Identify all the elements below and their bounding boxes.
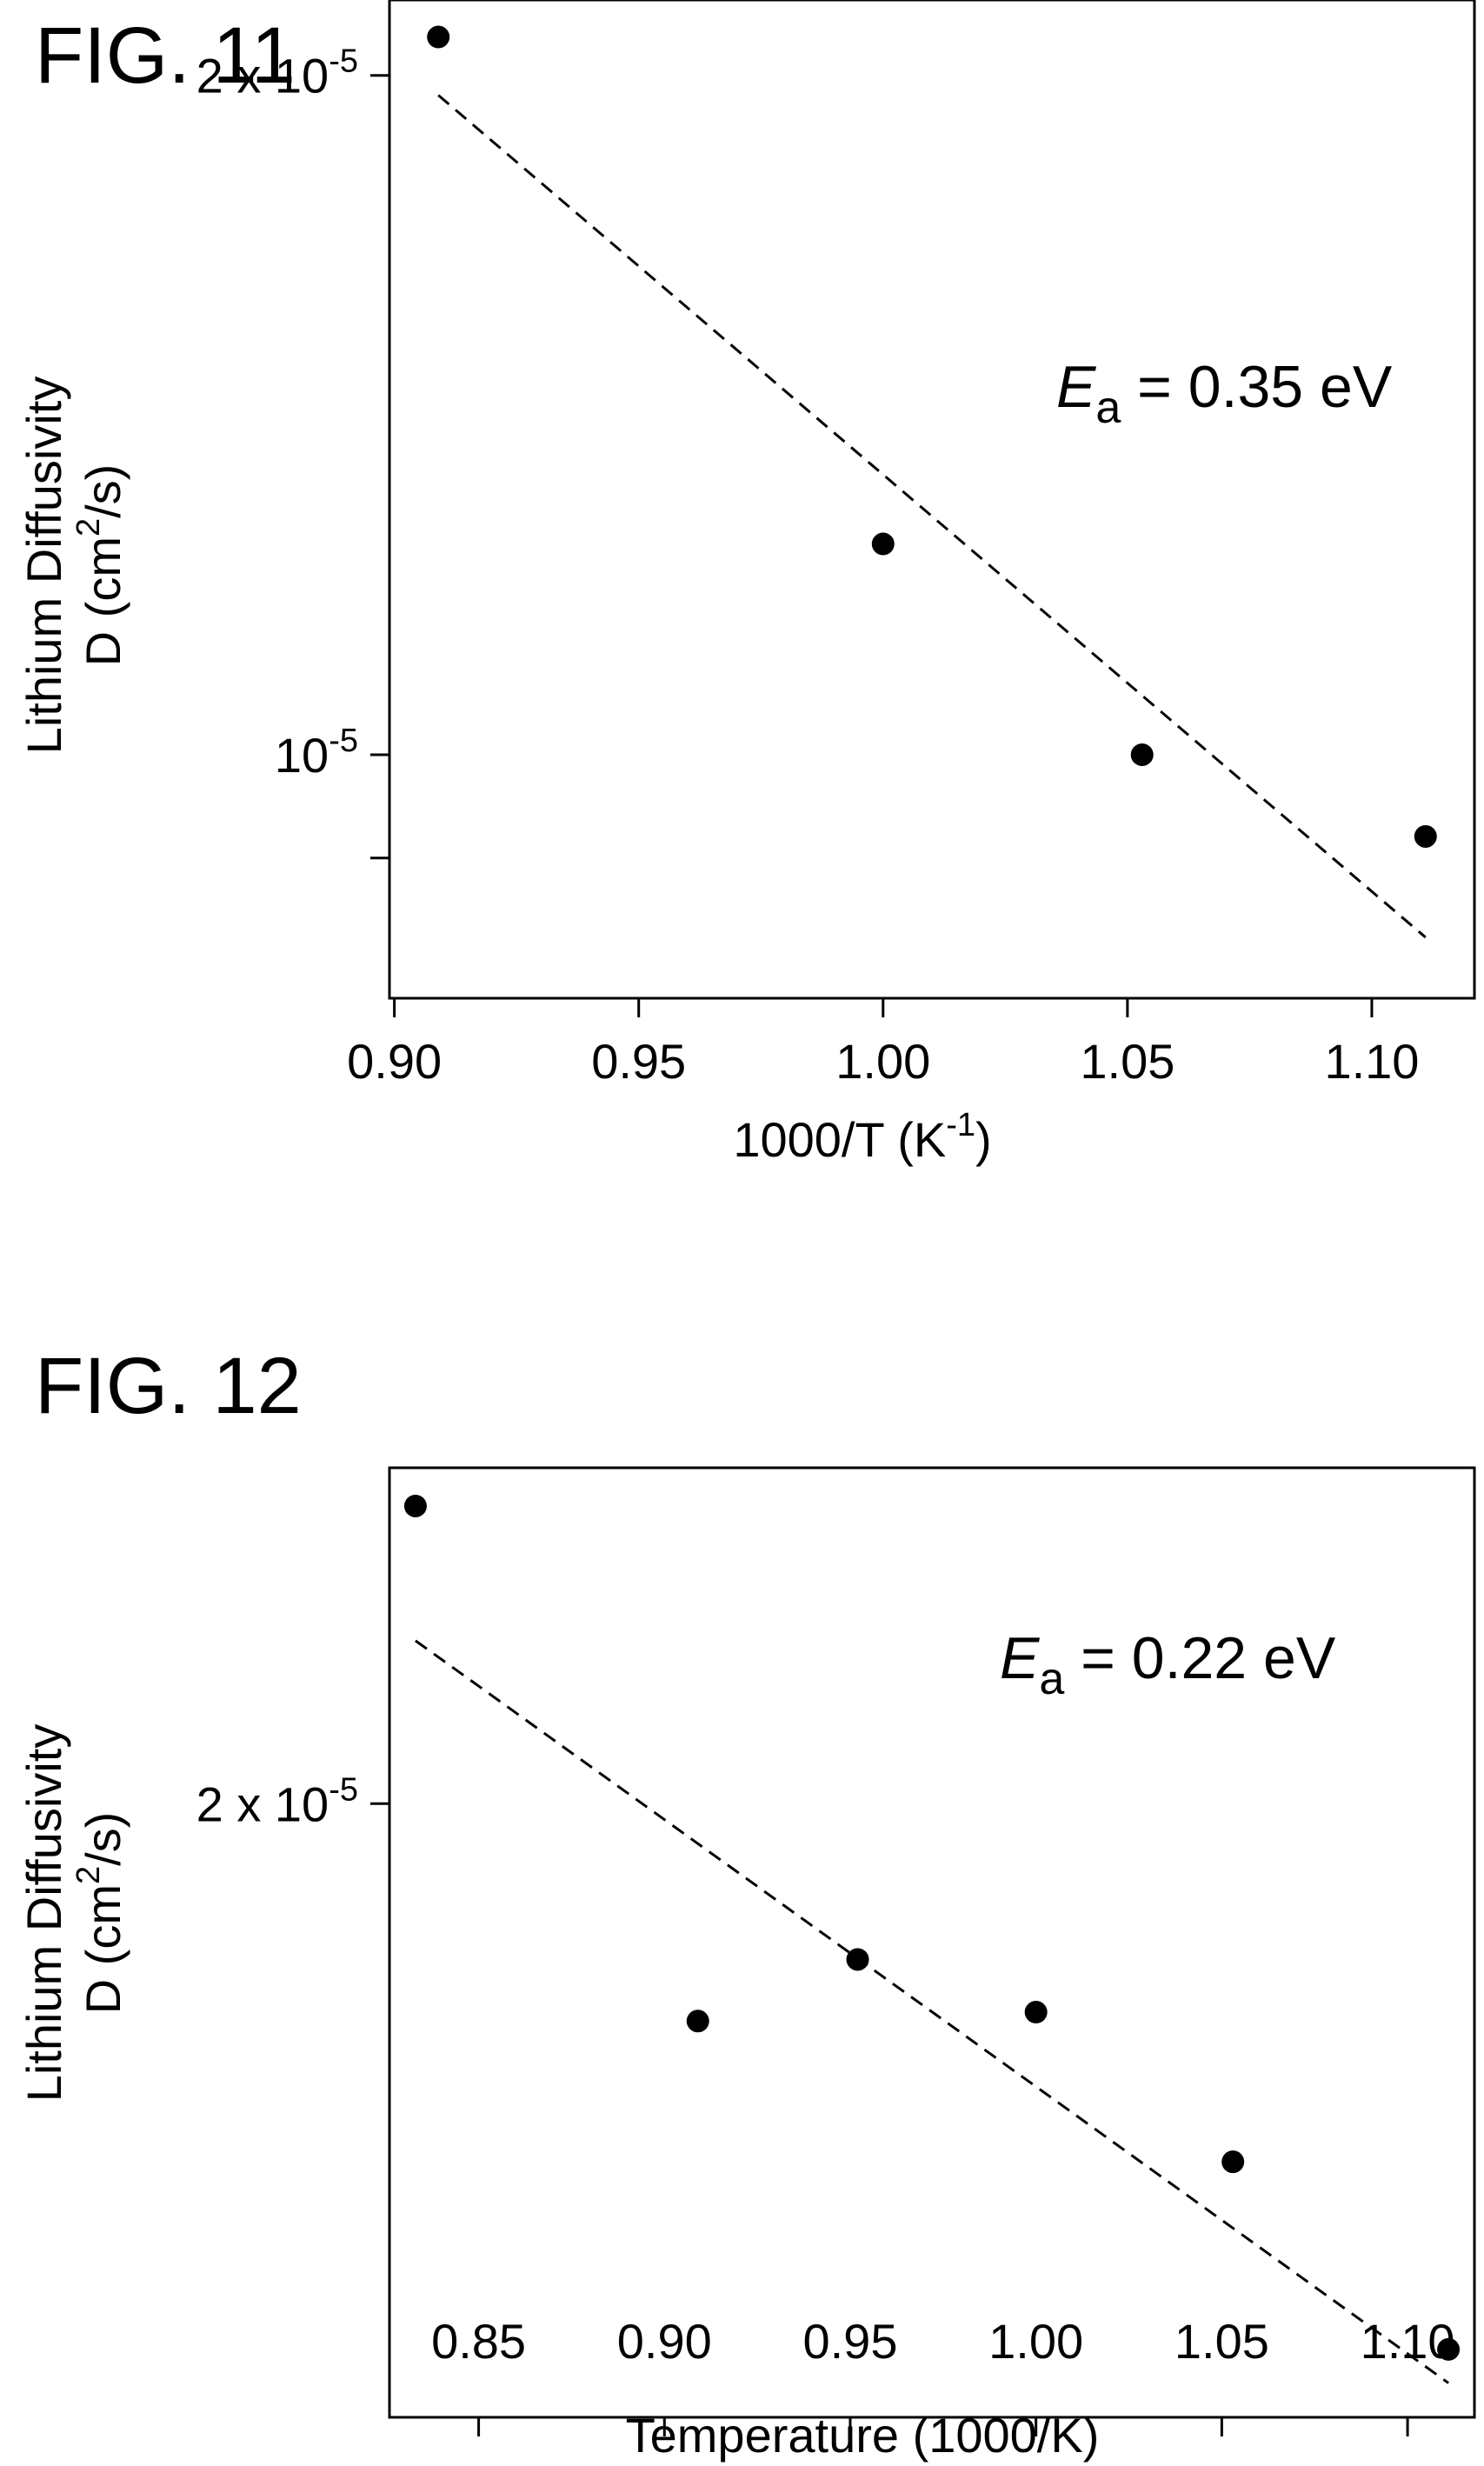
x-tick-label: 1.00: [835, 1034, 930, 1089]
fit-line: [415, 1639, 1449, 2384]
y-axis-label-line2: D (cm2/s): [70, 1812, 130, 2015]
chart-fig-11: 0.90 0.95 1.00 1.05 1.10 2 x 10-5 10-5 Ea = 0.3…: [17, 0, 1476, 1167]
y-tick-label: 10-5: [275, 723, 358, 783]
x-axis-label: 1000/T (K-1): [733, 1107, 991, 1167]
y-tick-label: 2 x 10-5: [196, 43, 358, 103]
activation-energy-annotation: Ea = 0.35 eV: [1056, 354, 1393, 433]
data-point: [1414, 824, 1437, 848]
data-point: [403, 1494, 427, 1517]
x-tick-label: 0.95: [591, 1034, 686, 1089]
y-axis-label: Lithium Diffusivity D (cm2/s): [17, 1724, 130, 2103]
data-point: [846, 1948, 869, 1971]
activation-energy-annotation: Ea = 0.22 eV: [1000, 1625, 1336, 1704]
data-point: [1437, 2337, 1461, 2361]
plot-frame: [388, 1466, 1476, 2419]
x-axis-label: Temperature (1000/K): [626, 2408, 1100, 2463]
y-axis-label-line2: D (cm2/s): [70, 464, 130, 667]
y-tick-label: 2 x 10-5: [196, 1771, 358, 1831]
y-axis-label-line1: Lithium Diffusivity: [17, 377, 71, 755]
x-tick-label: 1.05: [1175, 2314, 1269, 2369]
x-tick-label: 1.00: [988, 2314, 1083, 2369]
plot-frame: [388, 0, 1476, 1000]
figure-label-11: FIG. 11: [35, 11, 296, 100]
data-point: [1130, 743, 1154, 766]
data-point: [1024, 2001, 1048, 2024]
x-tick-label: 1.05: [1080, 1034, 1175, 1089]
x-tick-label: 0.90: [617, 2314, 712, 2369]
figure-label-12: FIG. 12: [35, 1342, 302, 1430]
fit-line: [437, 94, 1427, 939]
y-axis-label: Lithium Diffusivity D (cm2/s): [17, 377, 130, 755]
data-point: [871, 532, 895, 556]
x-tick-label: 1.10: [1361, 2314, 1455, 2369]
data-point: [1221, 2150, 1245, 2174]
data-point: [686, 2009, 709, 2033]
y-axis-label-line1: Lithium Diffusivity: [17, 1724, 71, 2103]
x-tick-label: 1.10: [1324, 1034, 1419, 1089]
x-tick-label: 0.90: [347, 1034, 442, 1089]
data-point: [427, 25, 450, 49]
x-tick-label: 0.85: [431, 2314, 526, 2369]
x-tick-label: 0.95: [802, 2314, 897, 2369]
